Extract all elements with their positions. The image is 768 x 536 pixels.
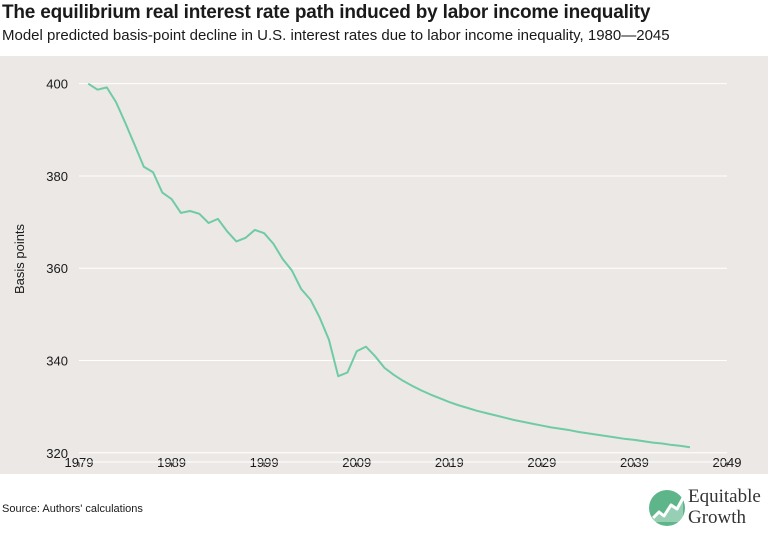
growth-chart-logo-icon <box>649 490 685 526</box>
plot-area <box>0 56 768 474</box>
chart-subtitle: Model predicted basis-point decline in U… <box>2 27 670 44</box>
chart-title: The equilibrium real interest rate path … <box>2 2 651 23</box>
y-tick-label: 400 <box>46 77 68 92</box>
logo-text-line2: Growth <box>688 507 747 528</box>
y-axis-label: Basis points <box>12 223 27 294</box>
logo-text-line1: Equitable <box>688 486 761 507</box>
equitable-growth-logo: Equitable Growth <box>648 486 766 532</box>
series-line <box>87 82 691 449</box>
y-tick-label: 320 <box>46 446 68 461</box>
y-tick-label: 340 <box>46 354 68 369</box>
y-tick-label: 360 <box>46 261 68 276</box>
source-note: Source: Authors' calculations <box>2 503 143 515</box>
y-tick-label: 380 <box>46 169 68 184</box>
